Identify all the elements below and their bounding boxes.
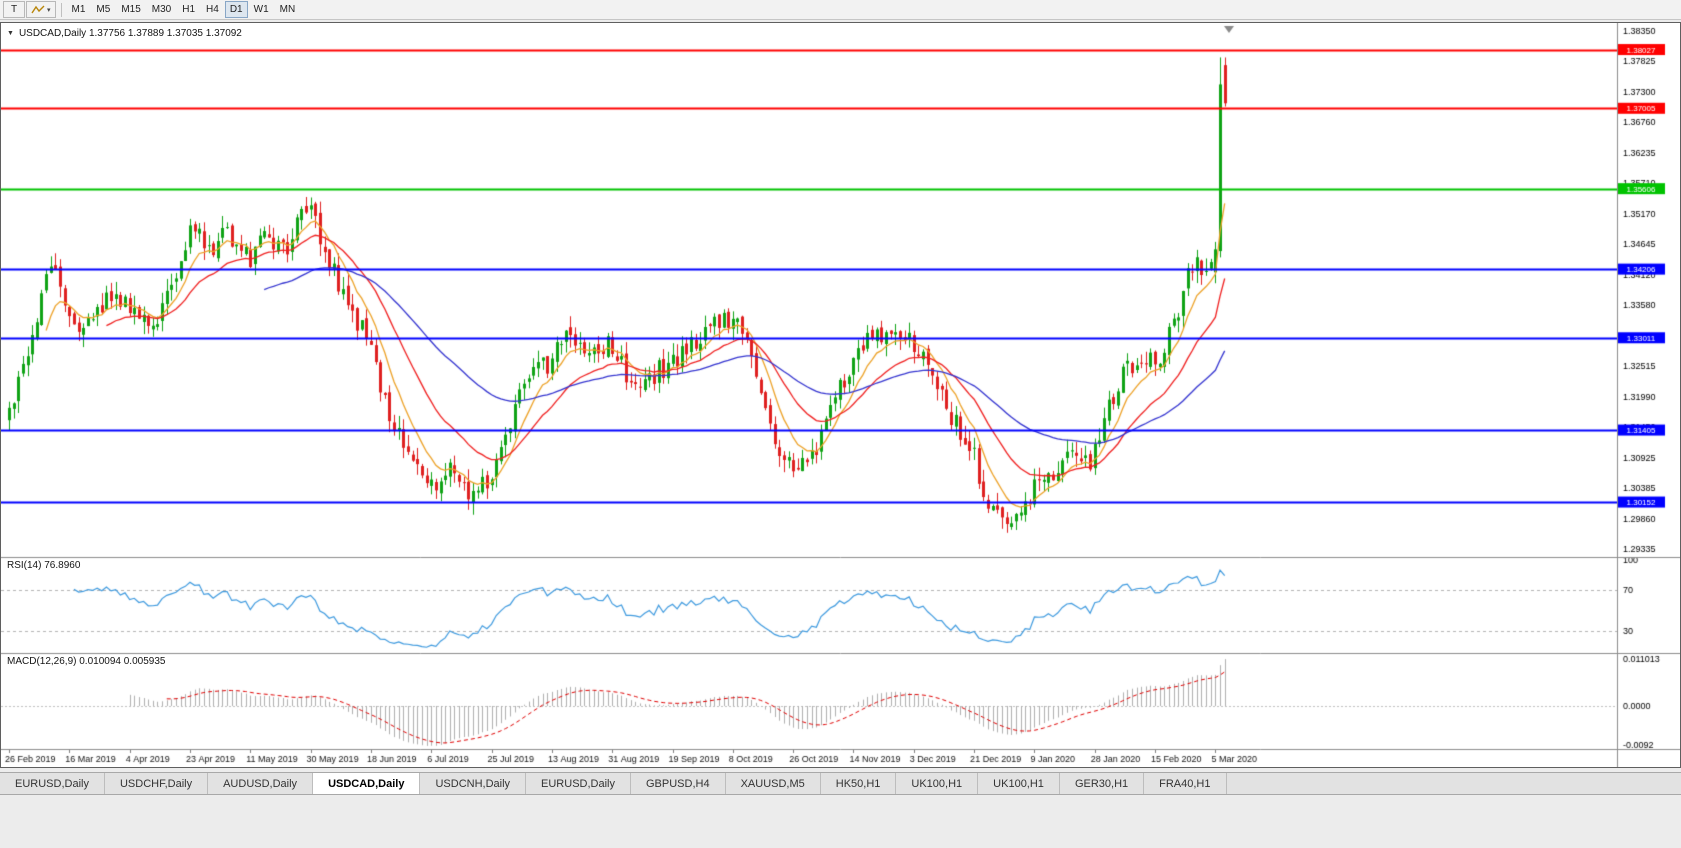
toolbar-separator	[60, 2, 62, 17]
polyline-icon	[31, 5, 45, 13]
timeframe-group: M1 M5 M15 M30 H1 H4 D1 W1 MN	[67, 1, 301, 18]
timeframe-button-m15[interactable]: M15	[116, 1, 145, 18]
timeframe-button-d1[interactable]: D1	[224, 1, 248, 18]
chart-tab-audusd-daily[interactable]: AUDUSD,Daily	[208, 773, 314, 794]
status-area	[0, 796, 1681, 848]
dropdown-caret-icon: ▾	[47, 6, 51, 14]
timeframe-button-m1[interactable]: M1	[67, 1, 91, 18]
line-studies-button[interactable]: ▾	[26, 1, 56, 18]
timeframe-button-m5[interactable]: M5	[91, 1, 115, 18]
chart-tab-uk100-h1[interactable]: UK100,H1	[978, 773, 1060, 794]
chart-window: ▼ USDCAD,Daily 1.37756 1.37889 1.37035 1…	[0, 22, 1681, 768]
timeframe-button-h4[interactable]: H4	[201, 1, 224, 18]
chart-tab-fra40-h1[interactable]: FRA40,H1	[1144, 773, 1227, 794]
top-toolbar: T ▾ M1 M5 M15 M30 H1 H4 D1 W1 MN	[0, 0, 1681, 20]
pointer-tool-button[interactable]: T	[3, 1, 25, 18]
timeframe-button-mn[interactable]: MN	[275, 1, 301, 18]
chart-tab-uk100-h1[interactable]: UK100,H1	[896, 773, 979, 794]
timeframe-button-w1[interactable]: W1	[249, 1, 274, 18]
chart-tabs-bar: EURUSD,Daily USDCHF,Daily AUDUSD,Daily USDC…	[0, 772, 1681, 795]
chart-tab-usdcad-daily[interactable]: USDCAD,Daily	[313, 773, 421, 794]
chart-tab-eurusd-daily[interactable]: EURUSD,Daily	[0, 773, 105, 794]
timeframe-button-m30[interactable]: M30	[147, 1, 176, 18]
chart-tab-usdcnh-daily[interactable]: USDCNH,Daily	[420, 773, 527, 794]
chart-tab-usdchf-daily[interactable]: USDCHF,Daily	[104, 773, 209, 794]
chart-tab-ger30-h1[interactable]: GER30,H1	[1059, 773, 1145, 794]
chart-tab-eurusd-daily[interactable]: EURUSD,Daily	[526, 773, 631, 794]
timeframe-button-h1[interactable]: H1	[177, 1, 200, 18]
chart-tab-hk50-h1[interactable]: HK50,H1	[820, 773, 897, 794]
chart-tab-gbpusd-h4[interactable]: GBPUSD,H4	[631, 773, 726, 794]
chart-tab-xauusd-m5[interactable]: XAUUSD,M5	[725, 773, 821, 794]
price-chart-canvas[interactable]	[1, 23, 1680, 767]
